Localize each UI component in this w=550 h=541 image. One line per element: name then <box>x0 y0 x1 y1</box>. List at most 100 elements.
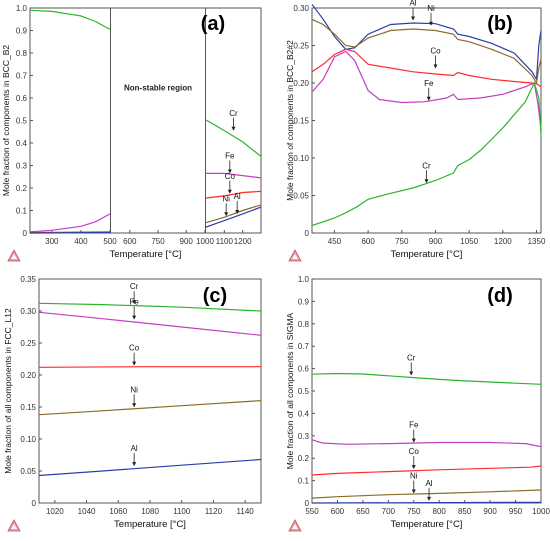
series-line-co <box>311 48 542 88</box>
y-tick-label: 0.6 <box>298 365 310 374</box>
y-tick-label: 0.9 <box>298 297 310 306</box>
annotation-label-co: Co <box>225 172 236 181</box>
y-tick-label: 0.5 <box>16 117 28 126</box>
series-line-co <box>204 190 262 199</box>
y-tick-label: 0 <box>305 229 310 238</box>
panel-label: (c) <box>203 285 227 307</box>
annotation-arrowhead <box>132 315 137 320</box>
y-tick-label: 0.05 <box>293 192 309 201</box>
annotation-arrowhead <box>411 16 416 21</box>
y-tick-label: 0.10 <box>20 435 36 444</box>
annotation-arrowhead <box>227 189 232 194</box>
y-tick-label: 0.8 <box>298 320 310 329</box>
y-tick-label: 0.2 <box>298 454 310 463</box>
annotation-label-ni: Ni <box>222 194 230 203</box>
series-line-co <box>311 465 542 476</box>
x-tick-label: 600 <box>331 507 345 516</box>
x-tick-label: 600 <box>123 237 137 246</box>
x-tick-label: 500 <box>103 237 117 246</box>
x-axis-title: Temperature [°C] <box>110 249 182 260</box>
x-tick-label: 600 <box>361 237 375 246</box>
panel-label: (b) <box>487 13 513 35</box>
panel-label: (a) <box>201 13 225 35</box>
annotation-label-al: Al <box>234 192 241 201</box>
annotation-arrowhead <box>433 64 438 69</box>
series-line-cr <box>29 9 111 30</box>
series-line-al <box>311 501 542 504</box>
x-tick-label: 400 <box>74 237 88 246</box>
chart-panel-c: 0 0.05 0.10 0.15 0.20 0.25 0.30 0.35 1020 1040 106… <box>3 275 262 532</box>
y-tick-label: 0.25 <box>293 42 309 51</box>
x-tick-label: 700 <box>382 507 396 516</box>
x-tick-label: 1050 <box>460 237 478 246</box>
annotation-label-co: Co <box>409 447 420 456</box>
y-tick-label: 0.25 <box>20 339 36 348</box>
x-tick-label: 1080 <box>141 507 159 516</box>
x-axis-title: Temperature [°C] <box>114 519 186 530</box>
series-line-cr <box>204 118 262 157</box>
x-tick-label: 1120 <box>205 507 223 516</box>
series-line-al <box>311 3 542 82</box>
series-line-cr <box>311 81 542 227</box>
annotation-label-al: Al <box>425 479 432 488</box>
annotation-arrowhead <box>132 300 137 305</box>
y-tick-label: 0.4 <box>16 139 28 148</box>
x-tick-label: 750 <box>395 237 409 246</box>
y-tick-label: 0 <box>32 499 37 508</box>
y-tick-label: 0.10 <box>293 154 309 163</box>
y-tick-label: 0.2 <box>16 184 28 193</box>
x-tick-label: 850 <box>458 507 472 516</box>
series-line-cr <box>311 372 542 385</box>
annotation-arrowhead <box>224 212 229 217</box>
y-tick-label: 0.35 <box>20 275 36 284</box>
x-tick-label: 750 <box>407 507 421 516</box>
x-tick-label: 800 <box>433 507 447 516</box>
annotation-arrowhead <box>132 462 137 467</box>
series-line-co <box>38 366 261 368</box>
x-tick-label: 900 <box>429 237 443 246</box>
x-tick-label: 950 <box>509 507 523 516</box>
annotation-label-ni: Ni <box>410 471 418 480</box>
annotation-arrowhead <box>411 465 416 470</box>
y-axis-title: Mole fraction of all components in FCC_L… <box>3 308 13 474</box>
region-label: Non-stable region <box>124 84 192 93</box>
y-tick-label: 0.30 <box>293 4 309 13</box>
series-line-al <box>38 458 262 477</box>
x-tick-label: 1140 <box>237 507 255 516</box>
chart-panel-d: 0 0.1 0.2 0.3 0.4 0.5 0.6 0.7 0.8 0.9 1.0 550 600 650… <box>285 275 550 532</box>
series-line-cr <box>38 302 262 312</box>
plot-frame <box>311 278 542 504</box>
y-tick-label: 0.7 <box>16 72 28 81</box>
annotation-arrowhead <box>231 126 236 131</box>
y-tick-label: 0.5 <box>298 387 310 396</box>
logo-icon <box>7 249 21 262</box>
plot-frame <box>38 278 262 504</box>
y-tick-label: 0.05 <box>20 467 36 476</box>
panel-label: (d) <box>487 285 513 307</box>
y-tick-label: 0.8 <box>16 49 28 58</box>
x-axis-title: Temperature [°C] <box>391 519 463 530</box>
x-tick-label: 1200 <box>494 237 512 246</box>
x-tick-label: 1020 <box>46 507 64 516</box>
annotation-arrowhead <box>132 361 137 366</box>
y-tick-label: 0.9 <box>16 27 28 36</box>
y-axis-title: Mole fraction of components in BCC_B2#2 <box>285 40 295 201</box>
annotation-arrowhead <box>235 210 240 214</box>
y-tick-label: 0.20 <box>293 79 309 88</box>
annotation-label-fe: Fe <box>424 79 434 88</box>
x-tick-label: 1040 <box>78 507 96 516</box>
x-tick-label: 1200 <box>234 237 252 246</box>
y-tick-label: 0.1 <box>16 207 28 216</box>
annotation-label-cr: Cr <box>407 353 416 362</box>
y-tick-label: 0 <box>305 499 310 508</box>
annotation-arrowhead <box>411 438 416 443</box>
plot-frame <box>29 7 262 234</box>
x-tick-label: 1000 <box>196 237 214 246</box>
annotation-arrowhead <box>426 96 431 101</box>
x-axis-title: Temperature [°C] <box>391 249 463 260</box>
annotation-label-co: Co <box>430 47 441 56</box>
series-line-ni <box>311 18 542 85</box>
y-tick-label: 1.0 <box>298 275 310 284</box>
series-line-fe <box>38 311 262 336</box>
series-line-fe <box>205 172 262 179</box>
